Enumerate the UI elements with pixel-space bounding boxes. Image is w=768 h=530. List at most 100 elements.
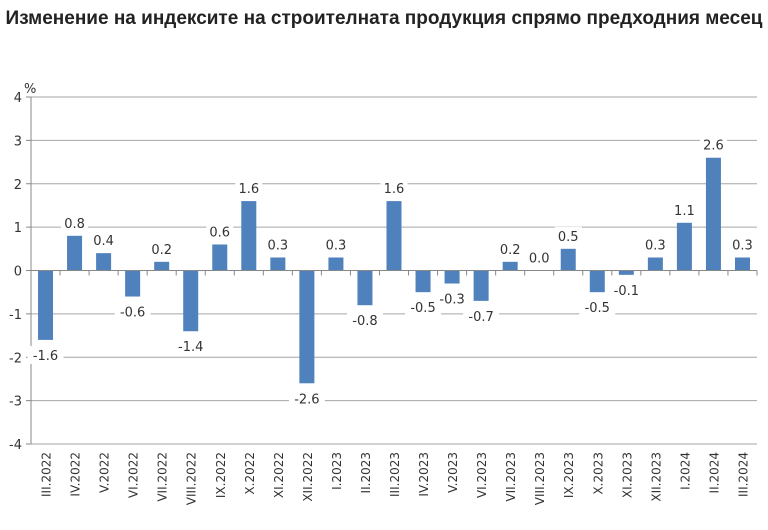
data-label: 0.3 <box>732 238 753 253</box>
chart-title: Изменение на индексите на строителната п… <box>5 8 763 29</box>
data-label: 0.3 <box>326 238 347 253</box>
x-tick-label: III.2023 <box>388 452 402 497</box>
x-tick-label: X.2022 <box>243 452 257 495</box>
data-label-bg <box>322 235 350 254</box>
bar <box>734 257 750 271</box>
bar <box>212 244 228 271</box>
x-tick-label: II.2024 <box>707 452 721 493</box>
y-tick-label: -4 <box>9 438 22 453</box>
x-tick-label: I.2024 <box>678 452 692 490</box>
data-label-bg <box>90 231 118 250</box>
x-tick-label: XI.2022 <box>272 452 286 498</box>
x-tick-label: VII.2023 <box>504 452 518 502</box>
bar <box>270 257 286 271</box>
data-label: 0.2 <box>151 243 172 258</box>
data-label-bg <box>61 213 89 232</box>
data-label: -0.1 <box>614 284 639 299</box>
data-label-bg <box>172 337 209 356</box>
data-label: 1.1 <box>674 204 695 219</box>
data-label: 0.5 <box>558 230 579 245</box>
x-tick-label: IV.2022 <box>69 452 83 497</box>
data-label: 0.4 <box>93 234 114 249</box>
data-label: 0.3 <box>645 238 666 253</box>
bar <box>560 248 576 271</box>
bar <box>299 270 315 384</box>
data-label-bg <box>496 239 524 258</box>
bar <box>647 257 663 271</box>
bar <box>676 222 692 271</box>
data-label-bg <box>554 226 582 245</box>
x-tick-label: IX.2023 <box>562 452 576 498</box>
bar <box>502 261 518 271</box>
data-label-bg <box>27 345 64 364</box>
data-label-bg <box>434 289 471 308</box>
bar <box>618 270 634 275</box>
bar <box>415 270 431 293</box>
data-label-bg <box>346 311 383 330</box>
data-label: -0.7 <box>468 310 493 325</box>
bar <box>183 270 199 332</box>
x-tick-label: III.2022 <box>40 452 54 497</box>
data-label-bg <box>641 235 669 254</box>
y-tick-label: -3 <box>9 395 22 410</box>
bar <box>357 270 373 306</box>
data-label-bg <box>380 179 408 198</box>
data-label-bg <box>525 248 553 267</box>
x-tick-label: IV.2023 <box>417 452 431 497</box>
data-label: 0.8 <box>64 217 85 232</box>
data-label: -0.5 <box>585 301 610 316</box>
data-label-bg <box>235 179 263 198</box>
bar <box>154 261 170 271</box>
data-label-bg <box>405 298 442 317</box>
bar <box>241 201 257 271</box>
bar <box>125 270 141 297</box>
x-tick-label: II.2023 <box>359 452 373 493</box>
data-label: 0.0 <box>529 252 550 267</box>
y-axis-label: % <box>24 82 36 97</box>
x-tick-label: IX.2022 <box>214 452 228 498</box>
y-tick-label: 2 <box>14 178 22 193</box>
data-label: 1.6 <box>238 182 259 197</box>
x-tick-label: VI.2022 <box>127 452 141 498</box>
x-tick-label: I.2023 <box>330 452 344 490</box>
x-tick-label: VIII.2023 <box>533 452 547 505</box>
data-label-bg <box>608 280 645 299</box>
data-label-bg <box>699 135 727 154</box>
x-tick-label: VI.2023 <box>475 452 489 498</box>
y-tick-label: 0 <box>14 265 22 280</box>
bar <box>589 270 605 293</box>
x-tick-label: X.2023 <box>591 452 605 495</box>
bar <box>705 157 721 271</box>
y-tick-label: 1 <box>14 221 22 236</box>
bar <box>96 253 112 271</box>
data-label: -1.4 <box>178 340 203 355</box>
x-tick-label: VIII.2022 <box>185 452 199 505</box>
data-label: -0.5 <box>410 301 435 316</box>
data-label: 2.6 <box>703 139 724 154</box>
bar <box>67 235 83 271</box>
data-label: 0.3 <box>267 238 288 253</box>
x-tick-label: XI.2023 <box>620 452 634 498</box>
data-label-bg <box>728 235 756 254</box>
data-label-bg <box>148 239 176 258</box>
bar <box>328 257 344 271</box>
data-label: -2.6 <box>294 392 319 407</box>
y-tick-label: 3 <box>14 134 22 149</box>
bar <box>38 270 54 340</box>
data-label: -0.6 <box>120 306 145 321</box>
data-label-bg <box>114 302 151 321</box>
y-tick-label: 4 <box>14 91 22 106</box>
data-label-bg <box>463 306 500 325</box>
data-label: 0.2 <box>500 243 521 258</box>
y-tick-label: -2 <box>9 351 22 366</box>
data-label-bg <box>670 200 698 219</box>
y-tick-label: -1 <box>9 308 22 323</box>
data-label: 1.6 <box>384 182 405 197</box>
x-tick-label: VII.2022 <box>156 452 170 502</box>
data-label-bg <box>264 235 292 254</box>
data-label: -0.8 <box>352 314 377 329</box>
x-tick-label: V.2023 <box>446 452 460 493</box>
data-label-bg <box>579 298 616 317</box>
data-label: 0.6 <box>209 225 230 240</box>
